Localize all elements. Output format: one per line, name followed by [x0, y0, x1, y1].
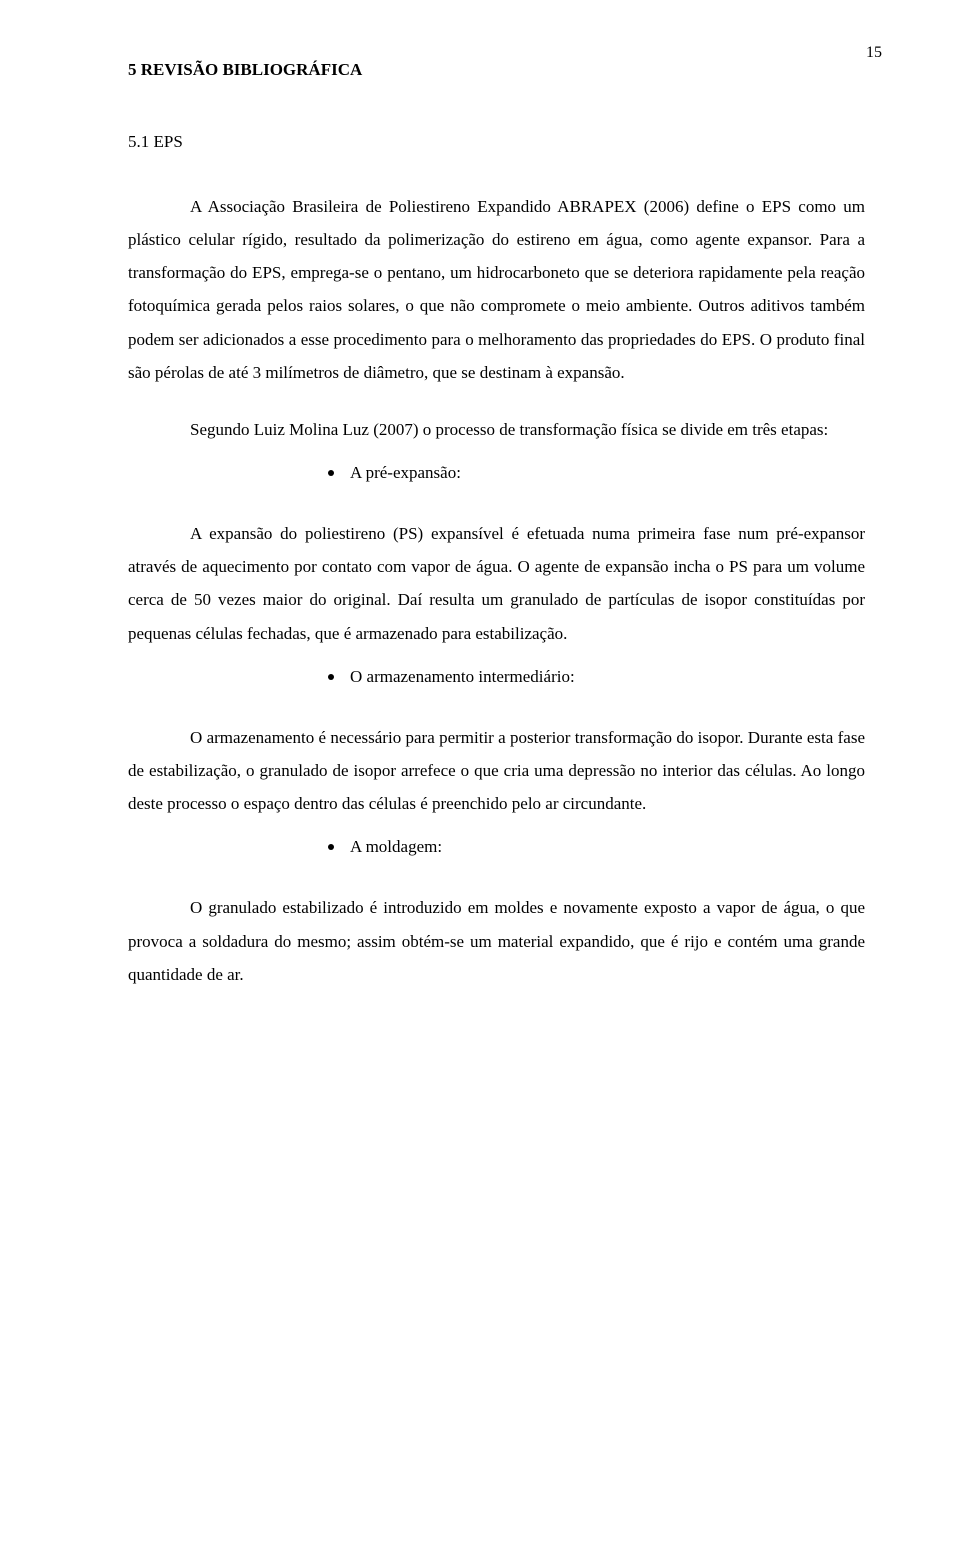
bullet-list: O armazenamento intermediário: — [328, 660, 865, 693]
bullet-label: A pré-expansão: — [350, 456, 461, 489]
bullet-armazenamento: O armazenamento intermediário: — [328, 660, 865, 693]
bullet-list: A moldagem: — [328, 830, 865, 863]
bullet-moldagem: A moldagem: — [328, 830, 865, 863]
bullet-dot-icon — [328, 674, 334, 680]
paragraph-intro: A Associação Brasileira de Poliestireno … — [128, 190, 865, 389]
paragraph-armazenamento: O armazenamento é necessário para permit… — [128, 721, 865, 820]
section-heading: 5 REVISÃO BIBLIOGRÁFICA — [128, 60, 865, 80]
subsection-heading: 5.1 EPS — [128, 132, 865, 152]
bullet-dot-icon — [328, 470, 334, 476]
bullet-dot-icon — [328, 844, 334, 850]
paragraph-moldagem: O granulado estabilizado é introduzido e… — [128, 891, 865, 990]
document-page: 15 5 REVISÃO BIBLIOGRÁFICA 5.1 EPS A Ass… — [0, 0, 960, 1559]
bullet-list: A pré-expansão: — [328, 456, 865, 489]
bullet-pre-expansao: A pré-expansão: — [328, 456, 865, 489]
bullet-label: A moldagem: — [350, 830, 442, 863]
bullet-label: O armazenamento intermediário: — [350, 660, 575, 693]
paragraph-pre-expansao: A expansão do poliestireno (PS) expansív… — [128, 517, 865, 650]
paragraph-etapas: Segundo Luiz Molina Luz (2007) o process… — [128, 413, 865, 446]
page-number: 15 — [866, 44, 882, 62]
